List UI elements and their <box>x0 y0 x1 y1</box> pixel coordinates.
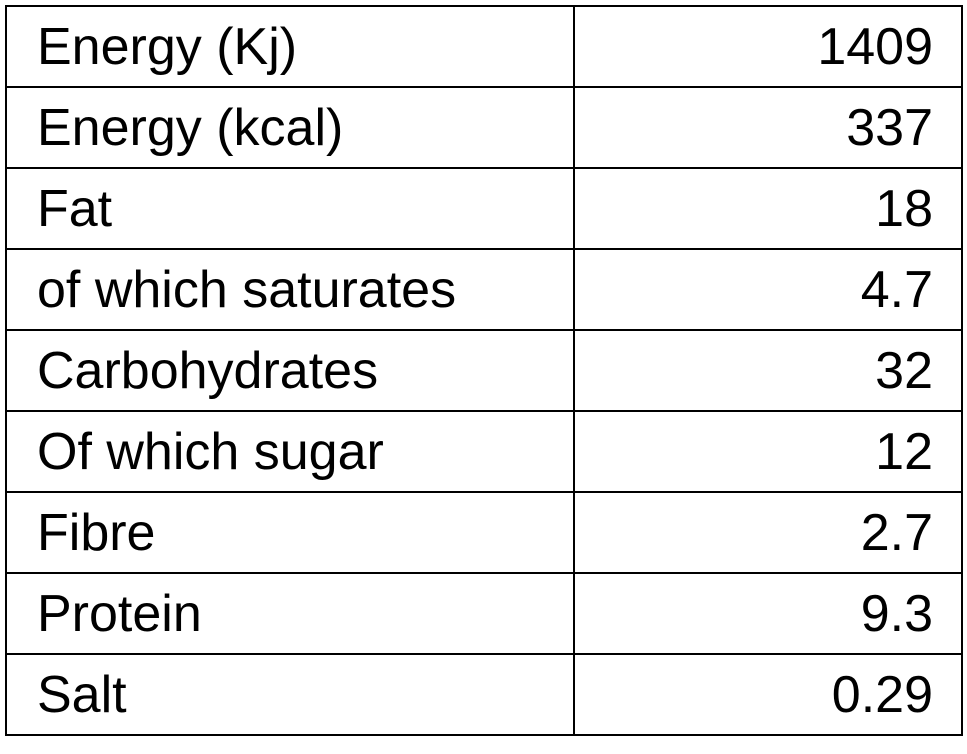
nutrient-value-energy-kcal: 337 <box>573 86 963 169</box>
nutrient-label-protein: Protein <box>5 572 575 655</box>
nutrient-label-energy-kcal: Energy (kcal) <box>5 86 575 169</box>
nutrient-value-salt: 0.29 <box>573 653 963 736</box>
nutrient-label-salt: Salt <box>5 653 575 736</box>
nutrient-label-carbohydrates: Carbohydrates <box>5 329 575 412</box>
nutrient-value-protein: 9.3 <box>573 572 963 655</box>
nutrient-label-fat: Fat <box>5 167 575 250</box>
table-row: Energy (Kj) 1409 <box>5 5 963 88</box>
nutrient-value-carbohydrates: 32 <box>573 329 963 412</box>
table-row: Carbohydrates 32 <box>5 329 963 412</box>
nutrient-label-fibre: Fibre <box>5 491 575 574</box>
nutrient-value-sugar: 12 <box>573 410 963 493</box>
table-row: Of which sugar 12 <box>5 410 963 493</box>
nutrient-value-fat: 18 <box>573 167 963 250</box>
nutrition-table-body: Energy (Kj) 1409 Energy (kcal) 337 Fat 1… <box>5 5 963 736</box>
table-row: Fibre 2.7 <box>5 491 963 574</box>
nutrient-label-saturates: of which saturates <box>5 248 575 331</box>
table-row: Energy (kcal) 337 <box>5 86 963 169</box>
nutrient-value-energy-kj: 1409 <box>573 5 963 88</box>
table-row: Protein 9.3 <box>5 572 963 655</box>
nutrient-label-energy-kj: Energy (Kj) <box>5 5 575 88</box>
table-row: Salt 0.29 <box>5 653 963 736</box>
nutrient-value-fibre: 2.7 <box>573 491 963 574</box>
table-row: of which saturates 4.7 <box>5 248 963 331</box>
table-row: Fat 18 <box>5 167 963 250</box>
nutrition-table: Energy (Kj) 1409 Energy (kcal) 337 Fat 1… <box>5 5 963 736</box>
nutrient-value-saturates: 4.7 <box>573 248 963 331</box>
nutrient-label-sugar: Of which sugar <box>5 410 575 493</box>
